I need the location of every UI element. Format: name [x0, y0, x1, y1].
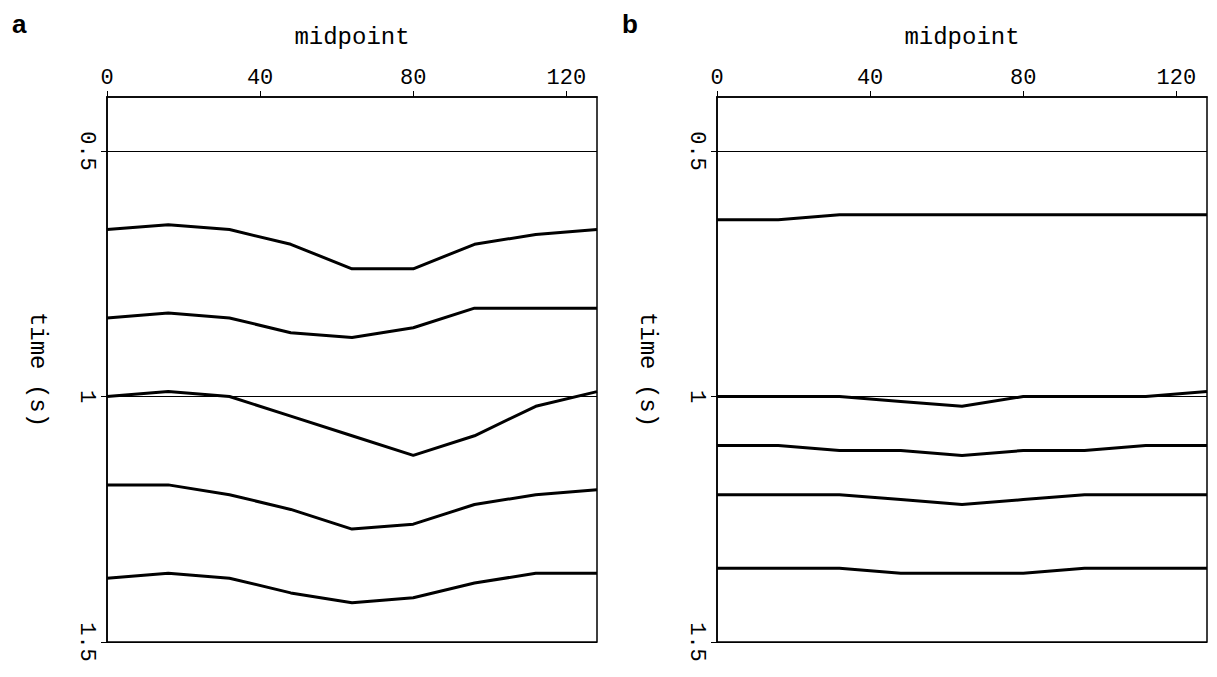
svg-text:0: 0 — [100, 66, 113, 91]
svg-text:time (s): time (s) — [634, 312, 661, 427]
svg-text:midpoint: midpoint — [294, 24, 409, 51]
svg-text:midpoint: midpoint — [904, 24, 1019, 51]
svg-text:a: a — [12, 9, 27, 39]
svg-text:0.5: 0.5 — [684, 131, 709, 171]
svg-text:40: 40 — [857, 66, 883, 91]
svg-text:1.5: 1.5 — [684, 622, 709, 662]
svg-text:1: 1 — [74, 390, 99, 403]
svg-text:80: 80 — [400, 66, 426, 91]
svg-text:120: 120 — [1157, 66, 1197, 91]
svg-text:time (s): time (s) — [24, 312, 51, 427]
svg-text:1.5: 1.5 — [74, 622, 99, 662]
svg-text:0.5: 0.5 — [74, 131, 99, 171]
svg-text:40: 40 — [247, 66, 273, 91]
svg-text:1: 1 — [684, 390, 709, 403]
svg-text:0: 0 — [710, 66, 723, 91]
svg-text:80: 80 — [1010, 66, 1036, 91]
svg-text:b: b — [622, 9, 638, 39]
svg-text:120: 120 — [547, 66, 587, 91]
